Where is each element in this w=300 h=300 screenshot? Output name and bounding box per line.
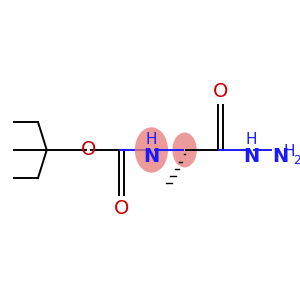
Ellipse shape [135,127,168,173]
Ellipse shape [172,133,197,167]
Text: 2: 2 [293,154,300,167]
Text: O: O [81,140,96,160]
Text: N: N [272,147,289,166]
Text: O: O [212,82,228,101]
Text: H: H [245,132,257,147]
Text: N: N [243,147,259,166]
Text: N: N [143,147,160,166]
Text: H: H [283,144,295,159]
Text: H: H [146,132,157,147]
Text: O: O [114,199,129,218]
